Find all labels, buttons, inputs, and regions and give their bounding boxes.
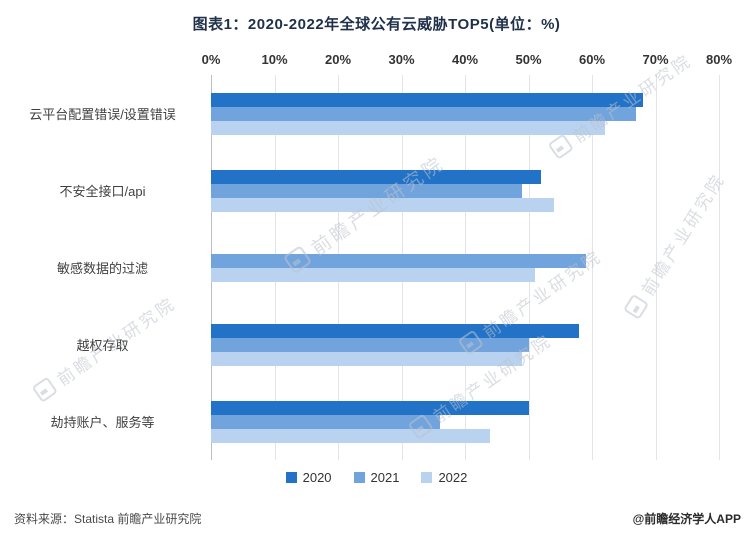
x-axis-tick: 50%: [515, 52, 542, 67]
legend-label: 2022: [438, 470, 468, 485]
category-label: 越权存取: [76, 338, 129, 353]
bar-2021: [211, 414, 440, 429]
legend-swatch: [285, 472, 297, 483]
gridline: [592, 75, 593, 460]
bar-2021: [211, 337, 529, 352]
plot-area: [211, 75, 720, 460]
bar-2022: [211, 197, 554, 212]
x-axis-labels: 0% 10% 20% 30% 40% 50% 60% 70% 80%: [202, 52, 732, 68]
category-label: 不安全接口/api: [59, 184, 146, 199]
legend: 2020 2021 2022: [0, 470, 753, 485]
x-axis-tick: 80%: [705, 52, 733, 67]
x-axis-tick: 60%: [578, 52, 606, 67]
bar-group: [211, 75, 719, 152]
category-labels: 云平台配置错误/设置错误 不安全接口/api 敏感数据的过滤 越权存取劫持账户、服务等: [0, 75, 205, 460]
gridline: [719, 75, 720, 460]
category-label: 劫持账户、服务等: [50, 415, 155, 430]
bar-group: [211, 306, 719, 383]
x-axis-tick: 10%: [261, 52, 288, 67]
bar-group: [211, 152, 719, 229]
x-axis-tick: 30%: [388, 52, 415, 67]
bar-groups: [211, 75, 719, 460]
category-label: 敏感数据的过滤: [56, 261, 148, 276]
legend-item-2021: 2021: [353, 470, 400, 485]
legend-swatch: [421, 472, 433, 483]
bar-2020: [211, 169, 542, 184]
legend-item-2022: 2022: [421, 470, 467, 485]
legend-swatch: [353, 472, 365, 483]
source-text: 资料来源：Statista 前瞻产业研究院: [14, 512, 202, 526]
bar-2020: [211, 323, 580, 338]
legend-item-2020: 2020: [285, 470, 332, 485]
bar-group: [211, 229, 719, 306]
bar-2022: [211, 351, 523, 366]
gridline: [655, 75, 657, 460]
chart-title: 图表1：2020-2022年全球公有云威胁TOP5(单位：%): [192, 16, 561, 33]
footer: 资料来源：Statista 前瞻产业研究院 @前瞻经济学人APP: [14, 510, 741, 527]
brand-text: @前瞻经济学人APP: [632, 512, 741, 526]
x-axis-tick: 20%: [324, 52, 352, 67]
bar-2021: [211, 253, 586, 268]
x-axis-tick: 70%: [642, 52, 669, 67]
x-axis-tick: 40%: [451, 52, 479, 67]
bar-2021: [211, 183, 523, 198]
bar-2020: [211, 92, 643, 107]
bar-group: [211, 383, 719, 460]
bar-2022: [211, 267, 535, 282]
bar-2022: [211, 428, 491, 443]
bar-2021: [211, 106, 637, 121]
legend-label: 2020: [302, 470, 332, 485]
legend-label: 2021: [370, 470, 400, 485]
bar-2022: [211, 120, 605, 135]
category-label: 云平台配置错误/设置错误: [29, 107, 176, 122]
bar-2020: [211, 400, 529, 415]
x-axis-tick: 0%: [201, 52, 221, 67]
